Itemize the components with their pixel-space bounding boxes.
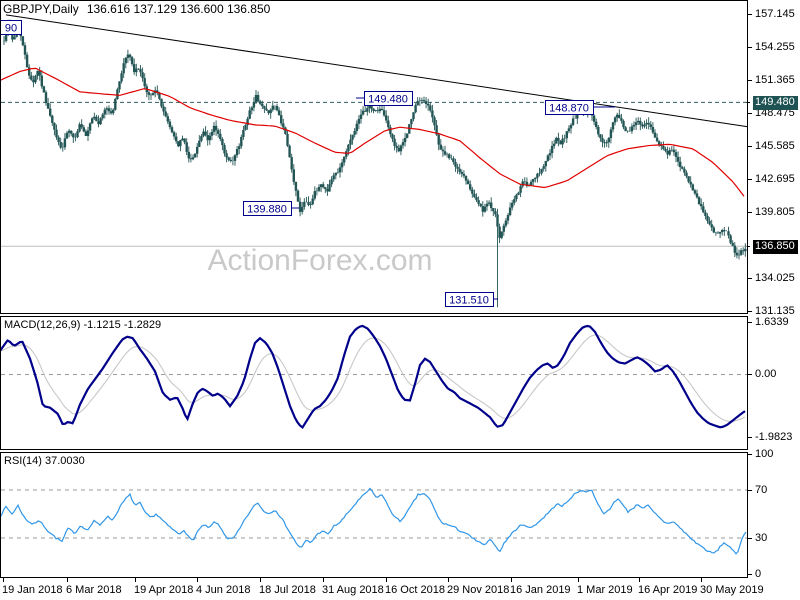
axis-tick-mark [748,573,752,575]
macd-label: MACD(12,26,9) -1.1215 -1.2829 [4,319,162,331]
price-axis-label: 142.695 [748,173,795,186]
candle-bodies [2,24,747,256]
macd-main-line [0,324,746,430]
date-axis-label: 16 Jan 2019 [510,584,571,596]
rsi-axis-label: 100 [748,448,773,461]
date-axis-label: 4 Jun 2018 [196,584,251,596]
axis-tick-mark [748,212,752,214]
axis-tick-mark [748,14,752,16]
date-tick-mark [578,578,579,582]
date-axis-label: 16 Apr 2019 [638,584,698,596]
price-flag-label: 139.880 [247,204,287,216]
rsi-axis-label: 30 [748,532,767,545]
rsi-plot-border [0,452,748,578]
price-flag-label: 148.870 [549,103,589,115]
axis-tick-mark [748,489,752,491]
axis-tick-mark [748,436,752,438]
current-price-flag: 136.850 [746,239,798,254]
moving-average-line [0,67,745,197]
price-axis-label: 148.475 [748,107,795,120]
axis-tick-mark [748,146,752,148]
axis-tick-mark [748,80,752,82]
rsi-panel: RSI(14) 37.0030 [0,452,748,578]
price-axis-label: 139.805 [748,206,795,219]
macd-signal-line [0,334,746,422]
macd-axis-label: 0.00 [748,368,776,381]
price-axis-label: 145.585 [748,140,795,153]
date-axis-label: 31 Aug 2018 [322,584,384,596]
price-flag-label: 131.510 [449,295,489,307]
macd-plot-border [0,316,748,450]
date-tick-mark [639,578,640,582]
ohlc-quotes: 136.616 137.129 136.600 136.850 [86,2,271,16]
axis-tick-mark [748,278,752,280]
axis-tick-mark [748,310,752,312]
axis-tick-mark [748,322,752,324]
axis-tick-mark [746,101,750,103]
date-axis-label: 19 Jan 2018 [2,584,63,596]
axis-tick-mark [748,179,752,181]
price-axis-label: 151.365 [748,74,795,87]
axis-tick-mark [748,453,752,455]
macd-panel: MACD(12,26,9) -1.1215 -1.2829 [0,316,748,450]
date-axis-label: 29 Nov 2018 [447,584,510,596]
descending-trendline [5,14,748,128]
date-tick-mark [260,578,261,582]
resistance-price-flag: 149.480 [746,95,798,110]
macd-axis-label: 1.6339 [748,316,789,329]
price-flag-box [445,292,494,307]
candle-wicks [3,19,746,308]
rsi-axis-label: 0 [748,568,761,581]
price-axis: 157.145 154.255 151.365 148.475 145.585 142.6… [746,0,800,600]
axis-tick-mark [748,537,752,539]
date-axis-label: 30 May 2019 [700,584,764,596]
price-axis-label: 157.145 [748,8,795,21]
date-tick-mark [197,578,198,582]
date-tick-mark [448,578,449,582]
price-plot-border [0,0,748,314]
date-tick-mark [135,578,136,582]
axis-tick-mark [748,113,752,115]
price-axis-label: 134.025 [748,272,795,285]
rsi-plot [0,452,748,578]
rsi-line [0,487,747,555]
date-axis-label: 16 Oct 2018 [385,584,445,596]
rsi-axis-label: 70 [748,484,767,497]
date-tick-mark [386,578,387,582]
macd-axis-label: -1.9823 [748,431,792,444]
date-axis-label: 1 Mar 2019 [577,584,633,596]
price-flag-label: 149.480 [368,94,408,106]
date-axis-label: 6 Mar 2018 [66,584,122,596]
date-tick-mark [3,578,4,582]
date-axis-label: 19 Apr 2018 [134,584,194,596]
price-axis-label: 154.255 [748,41,795,54]
watermark: ActionForex.com [207,244,433,277]
price-panel: ActionForex.com 90 149.480 148.870 139.880 1… [0,0,748,314]
date-tick-mark [511,578,512,582]
price-flag-box [243,201,292,216]
rsi-label: RSI(14) 37.0030 [4,455,85,467]
trendline-anchor-label: 90 [5,23,17,35]
date-tick-mark [323,578,324,582]
price-plot: 90 149.480 148.870 139.880 131.510 [0,0,748,314]
symbol-period-label: GBPJPY,Daily [3,2,79,16]
axis-tick-mark [746,245,750,247]
price-flag-box [364,91,413,106]
date-tick-mark [67,578,68,582]
date-axis: 19 Jan 2018 6 Mar 2018 19 Apr 2018 4 Jun 20… [0,577,764,600]
macd-plot [0,316,748,450]
axis-tick-mark [748,374,752,375]
price-flag-box [545,100,594,115]
date-axis-label: 18 Jul 2018 [259,584,316,596]
axis-tick-mark [748,47,752,49]
date-tick-mark [701,578,702,582]
price-axis-label: 131.135 [748,305,795,318]
chart-title: GBPJPY,Daily 136.616 137.129 136.600 136.… [3,2,270,16]
